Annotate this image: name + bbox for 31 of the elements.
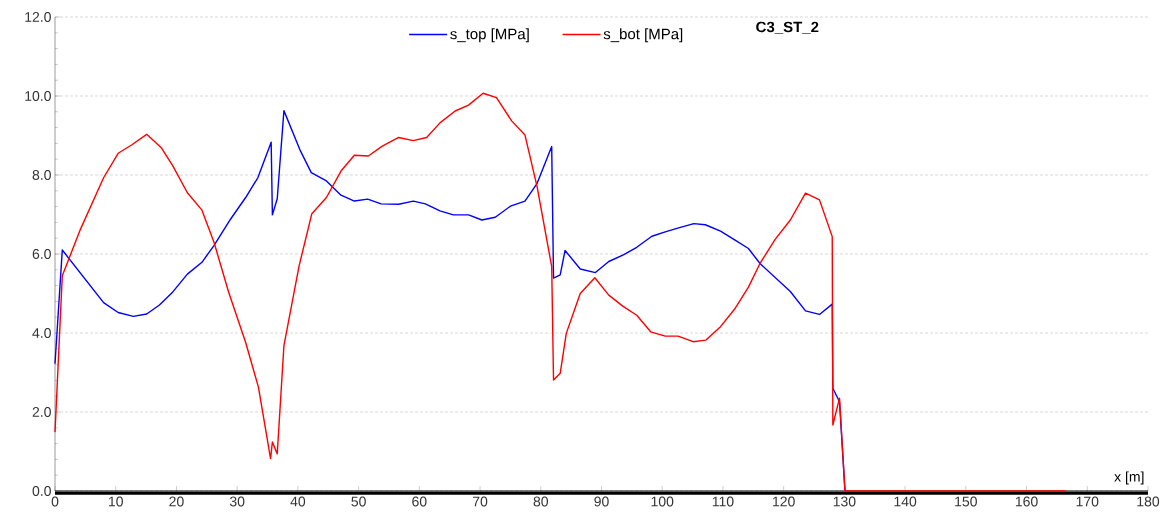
legend-label: s_bot [MPa] bbox=[603, 28, 683, 43]
y-tick-label: 12.0 bbox=[25, 12, 51, 22]
x-tick-label: 150 bbox=[955, 496, 977, 507]
x-tick-label: 110 bbox=[712, 496, 734, 507]
y-tick-label: 2.0 bbox=[32, 407, 51, 417]
x-tick-label: 100 bbox=[651, 496, 674, 507]
x-tick-label: 80 bbox=[533, 496, 549, 507]
x-tick-label: 180 bbox=[1137, 496, 1160, 507]
y-tick-label: 0.0 bbox=[32, 486, 51, 496]
x-tick-label: 50 bbox=[351, 496, 366, 507]
x-tick-label: 20 bbox=[169, 496, 184, 507]
x-tick-label: 70 bbox=[472, 496, 488, 507]
y-tick-label: 10.0 bbox=[25, 91, 51, 101]
x-tick-label: 120 bbox=[773, 496, 795, 507]
x-tick-label: 60 bbox=[412, 496, 427, 507]
x-tick-label: 10 bbox=[109, 496, 123, 507]
x-tick-label: 170 bbox=[1076, 496, 1099, 507]
x-tick-label: 160 bbox=[1015, 496, 1038, 507]
x-tick-label: 40 bbox=[290, 496, 306, 507]
legend-label: s_top [MPa] bbox=[450, 28, 529, 43]
y-tick-label: 6.0 bbox=[32, 249, 51, 259]
x-tick-label: 90 bbox=[594, 496, 609, 507]
y-tick-label: 4.0 bbox=[32, 328, 51, 338]
x-tick-label: 30 bbox=[229, 496, 245, 507]
x-tick-label: 130 bbox=[833, 496, 856, 507]
x-tick-label: 140 bbox=[894, 496, 917, 507]
y-tick-label: 8.0 bbox=[32, 170, 51, 180]
x-axis-title: x [m] bbox=[1114, 471, 1144, 485]
line-series bbox=[54, 92, 1067, 492]
x-tick-label: 0 bbox=[51, 496, 59, 507]
chart-title: C3_ST_2 bbox=[756, 21, 819, 34]
